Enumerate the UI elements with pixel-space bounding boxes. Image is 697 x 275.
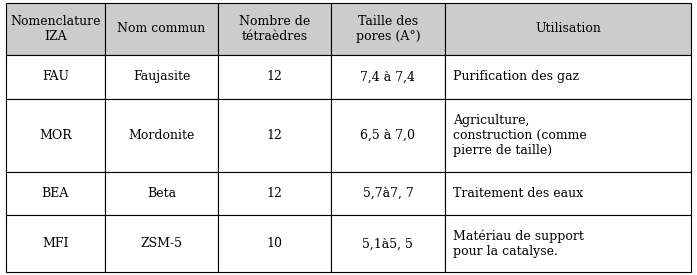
Bar <box>445 55 691 98</box>
Text: MOR: MOR <box>39 129 72 142</box>
Bar <box>445 215 691 272</box>
Bar <box>331 215 445 272</box>
Text: 12: 12 <box>267 70 283 83</box>
Text: Taille des
pores (A°): Taille des pores (A°) <box>355 15 420 43</box>
Bar <box>218 55 331 98</box>
Bar <box>6 3 105 55</box>
Bar <box>331 3 445 55</box>
Text: Traitement des eaux: Traitement des eaux <box>453 187 583 200</box>
Bar <box>331 98 445 172</box>
Bar <box>105 3 218 55</box>
Bar <box>6 172 105 215</box>
Bar <box>105 172 218 215</box>
Bar <box>6 215 105 272</box>
Bar <box>6 98 105 172</box>
Bar <box>218 98 331 172</box>
Text: Nombre de
tétraèdres: Nombre de tétraèdres <box>239 15 310 43</box>
Bar <box>445 172 691 215</box>
Text: FAU: FAU <box>42 70 69 83</box>
Text: 5,7à7, 7: 5,7à7, 7 <box>362 187 413 200</box>
Text: Mordonite: Mordonite <box>128 129 194 142</box>
Text: 12: 12 <box>267 187 283 200</box>
Text: Nom commun: Nom commun <box>118 23 206 35</box>
Text: Beta: Beta <box>147 187 176 200</box>
Text: ZSM-5: ZSM-5 <box>141 237 183 250</box>
Bar <box>331 55 445 98</box>
Text: Agriculture,
construction (comme
pierre de taille): Agriculture, construction (comme pierre … <box>453 114 587 157</box>
Bar <box>105 55 218 98</box>
Text: 12: 12 <box>267 129 283 142</box>
Text: Purification des gaz: Purification des gaz <box>453 70 579 83</box>
Text: 6,5 à 7,0: 6,5 à 7,0 <box>360 129 415 142</box>
Text: 5,1à5, 5: 5,1à5, 5 <box>362 237 413 250</box>
Bar <box>218 215 331 272</box>
Text: MFI: MFI <box>42 237 68 250</box>
Bar <box>105 215 218 272</box>
Text: Utilisation: Utilisation <box>535 23 601 35</box>
Text: BEA: BEA <box>42 187 69 200</box>
Bar <box>445 3 691 55</box>
Bar <box>218 172 331 215</box>
Text: Matériau de support
pour la catalyse.: Matériau de support pour la catalyse. <box>453 230 584 258</box>
Bar <box>445 98 691 172</box>
Text: 7,4 à 7,4: 7,4 à 7,4 <box>360 70 415 83</box>
Text: Faujasite: Faujasite <box>133 70 190 83</box>
Text: Nomenclature
IZA: Nomenclature IZA <box>10 15 100 43</box>
Bar <box>218 3 331 55</box>
Bar <box>331 172 445 215</box>
Bar <box>6 55 105 98</box>
Bar <box>105 98 218 172</box>
Text: 10: 10 <box>267 237 283 250</box>
